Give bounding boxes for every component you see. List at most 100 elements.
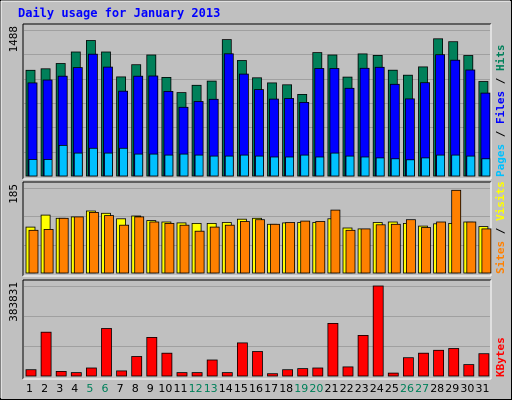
kbytes-bar-day-9 [146, 336, 158, 377]
sites-bar-day-29 [451, 189, 462, 274]
pages-bar-day-16 [255, 155, 264, 177]
sites-bar-day-18 [285, 222, 296, 274]
pages-bar-day-23 [360, 156, 370, 177]
sites-bar-day-15 [239, 221, 250, 274]
kbytes-bar-day-15 [236, 342, 248, 377]
pages-bar-day-9 [149, 153, 159, 177]
sites-bar-day-28 [436, 221, 447, 274]
x-tick-label: 28 [430, 382, 444, 395]
x-tick-label: 22 [340, 382, 354, 395]
pages-bar-day-21 [330, 152, 340, 177]
legend-entry-sites: Sites [494, 241, 507, 274]
kbytes-bar-day-31 [478, 353, 490, 377]
kbytes-bar-day-7 [116, 370, 127, 377]
kbytes-bar-day-25 [387, 372, 399, 377]
sites-bar-day-26 [405, 219, 416, 274]
sites-bar-day-22 [345, 229, 356, 274]
sites-bar-day-7 [119, 224, 129, 274]
x-tick-label: 15 [234, 382, 248, 395]
sites-bar-day-24 [375, 224, 386, 274]
bars [25, 189, 492, 274]
sites-bar-day-21 [330, 209, 341, 274]
x-tick-label: 30 [460, 382, 474, 395]
x-tick-label: 20 [309, 382, 323, 395]
kbytes-bar-day-11 [176, 372, 188, 377]
pages-bar-day-11 [179, 153, 189, 177]
x-tick-label: 27 [415, 382, 429, 395]
legend-separator: / [494, 221, 507, 241]
pages-bar-day-8 [134, 153, 144, 177]
kbytes-bar-day-19 [297, 368, 309, 377]
sites-bar-day-17 [270, 223, 280, 274]
pages-bar-day-6 [104, 152, 113, 177]
sites-bar-day-23 [360, 228, 371, 274]
legend-entry-pages: Pages [494, 144, 507, 177]
kbytes-bar-day-3 [55, 370, 67, 377]
kbytes-bar-day-17 [267, 373, 278, 377]
kbytes-bar-day-29 [448, 348, 460, 377]
sites-bar-day-1 [28, 229, 39, 274]
sites-bar-day-8 [134, 216, 145, 274]
panel-visits-sites: 185 Sites / Visits [7, 181, 507, 277]
legend: KBytes [494, 337, 507, 377]
sites-bar-day-10 [164, 222, 175, 274]
kbytes-bar-day-4 [70, 372, 82, 377]
legend-entry-files: Files [494, 91, 507, 124]
pages-bar-day-26 [405, 159, 415, 177]
x-tick-label: 19 [294, 382, 308, 395]
sites-bar-day-4 [73, 216, 84, 274]
sites-bar-day-5 [89, 211, 99, 274]
sites-bar-day-30 [466, 221, 477, 274]
legend-entry-hits: Hits [494, 45, 507, 72]
sites-bar-day-11 [179, 224, 190, 274]
pages-bar-day-4 [73, 152, 83, 177]
kbytes-bar-day-2 [40, 331, 52, 377]
x-tick-label: 1 [26, 382, 33, 395]
kbytes-bar-day-12 [191, 372, 203, 377]
x-tick-label: 10 [158, 382, 172, 395]
x-tick-label: 25 [385, 382, 399, 395]
kbytes-bar-day-1 [25, 369, 37, 377]
panel-kbytes: 383831 KBytes [7, 279, 507, 380]
legend-separator: / [494, 124, 507, 144]
chart-title: Daily usage for January 2013 [18, 6, 221, 20]
y-max-label: 185 [7, 184, 20, 204]
x-tick-labels: 1 2 3 4 5 6 7 8 9 10 11 12 13 14 15 16 17 18 19 20 21 22 23 24 2… [26, 382, 490, 395]
sites-bar-day-31 [481, 228, 492, 274]
chart-panels: 1488 Pages / Files / Hits 185 Sites / Visit… [7, 23, 507, 380]
legend: Pages / Files / Hits [494, 45, 507, 178]
panel-hits-files-pages: 1488 Pages / Files / Hits [7, 23, 507, 180]
pages-bar-day-27 [421, 157, 430, 177]
pages-bar-day-15 [239, 154, 249, 177]
pages-bar-day-24 [375, 157, 385, 177]
kbytes-bar-day-6 [101, 328, 112, 377]
pages-bar-day-17 [270, 156, 279, 177]
sites-bar-day-12 [194, 230, 205, 274]
pages-bar-day-25 [390, 158, 400, 177]
pages-bar-day-20 [315, 156, 325, 177]
x-tick-label: 4 [71, 382, 78, 395]
kbytes-bar-day-30 [463, 364, 475, 377]
x-tick-label: 2 [41, 382, 48, 395]
pages-bar-day-10 [164, 154, 174, 177]
kbytes-bar-day-5 [86, 367, 97, 377]
legend-entry-visits: Visits [494, 181, 507, 221]
pages-bar-day-29 [451, 154, 461, 177]
pages-bar-day-12 [194, 154, 204, 177]
pages-bar-day-19 [300, 154, 310, 177]
pages-bar-day-5 [89, 147, 98, 177]
pages-bar-day-7 [119, 147, 128, 177]
sites-bar-day-14 [224, 224, 235, 274]
legend-entry-kbytes: KBytes [494, 337, 507, 377]
x-tick-label: 3 [56, 382, 63, 395]
kbytes-bar-day-24 [372, 285, 384, 377]
x-tick-label: 6 [102, 382, 109, 395]
sites-bar-day-16 [255, 219, 265, 274]
kbytes-bar-day-8 [131, 356, 143, 377]
bars [25, 38, 491, 177]
x-tick-label: 26 [400, 382, 414, 395]
x-tick-label: 11 [174, 382, 188, 395]
legend-separator: / [494, 71, 507, 91]
x-tick-label: 8 [132, 382, 139, 395]
